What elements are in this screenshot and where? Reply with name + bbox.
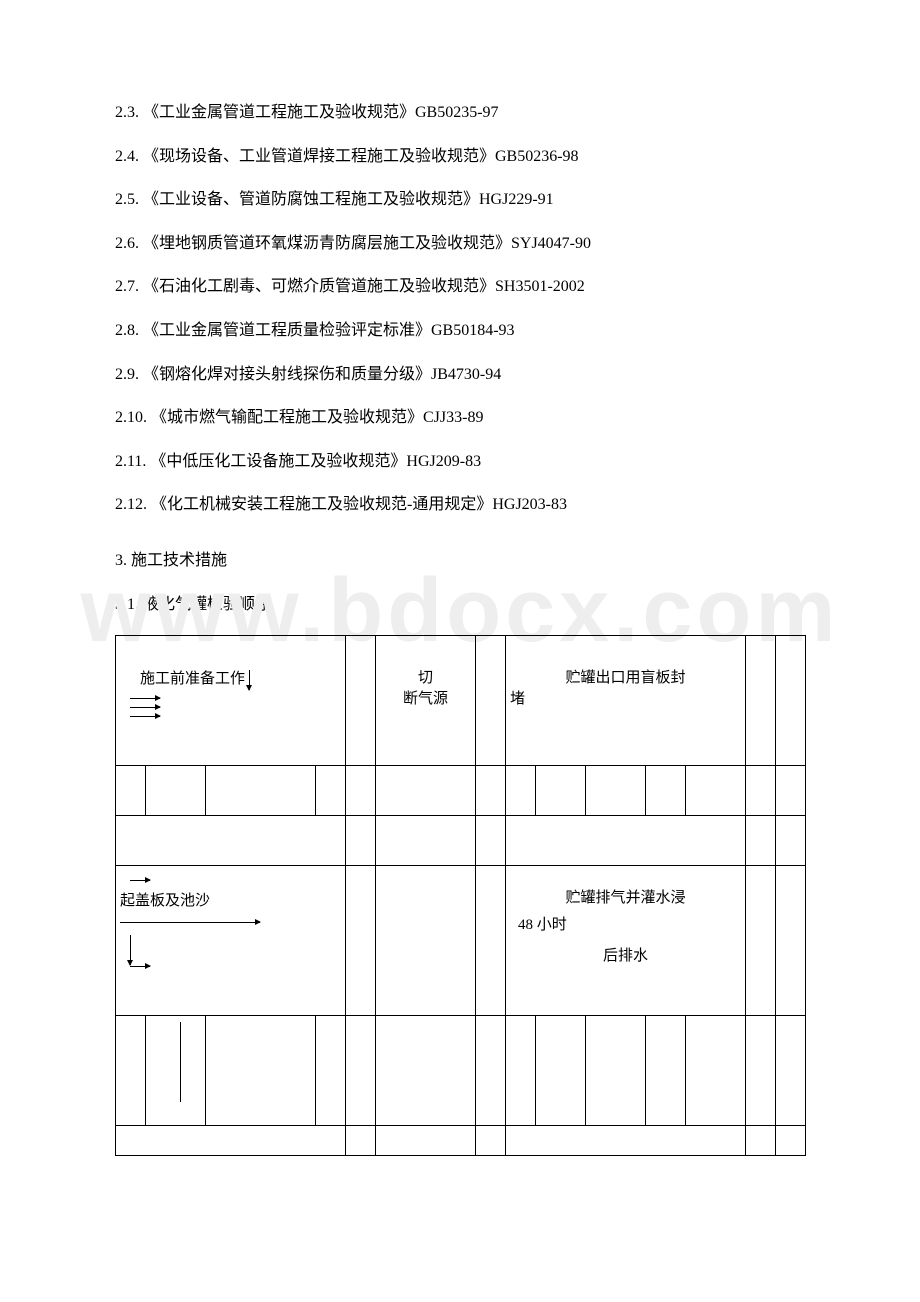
cell-empty xyxy=(346,1016,376,1126)
flowchart-row-3 xyxy=(116,816,806,866)
flowchart-row-1: 施工前准备工作 切 断气源 贮罐出口用盲板封 堵 xyxy=(116,636,806,766)
flowchart-table-container: 施工前准备工作 切 断气源 贮罐出口用盲板封 堵 xyxy=(115,635,805,1156)
cutgas-l1: 切 xyxy=(380,666,471,687)
cell-cutgas: 切 断气源 xyxy=(376,636,476,766)
prep-label: 施工前准备工作 xyxy=(140,667,245,688)
flowchart-table: 施工前准备工作 切 断气源 贮罐出口用盲板封 堵 xyxy=(115,635,806,1156)
drain-l1: 贮罐排气并灌水浸 xyxy=(510,886,741,907)
cell-empty xyxy=(206,1016,316,1126)
cell-empty xyxy=(776,636,806,766)
cutgas-l2: 断气源 xyxy=(380,687,471,708)
cell-empty xyxy=(506,1126,746,1156)
cell-empty xyxy=(776,766,806,816)
cell-empty xyxy=(346,866,376,1016)
document-content: 2.3. 《工业金属管道工程施工及验收规范》GB50235-97 2.4. 《现… xyxy=(0,0,920,1156)
spec-line-2-3: 2.3. 《工业金属管道工程施工及验收规范》GB50235-97 xyxy=(115,100,805,126)
spec-line-2-8: 2.8. 《工业金属管道工程质量检验评定标准》GB50184-93 xyxy=(115,318,805,344)
cell-empty xyxy=(536,766,586,816)
cell-empty xyxy=(116,1126,346,1156)
cell-empty xyxy=(476,816,506,866)
arrow-right-icon xyxy=(130,707,160,708)
arrow-down-icon xyxy=(130,935,131,965)
cell-vline xyxy=(146,1016,206,1126)
cell-empty xyxy=(116,766,146,816)
cell-empty xyxy=(646,1016,686,1126)
cell-empty xyxy=(346,816,376,866)
cover-label: 起盖板及池沙 xyxy=(120,889,341,910)
cell-empty xyxy=(376,766,476,816)
cell-empty xyxy=(586,1016,646,1126)
flowchart-row-4: 起盖板及池沙 贮罐排气并灌水浸 48 小时 后排水 xyxy=(116,866,806,1016)
cell-empty xyxy=(316,766,346,816)
cell-empty xyxy=(506,766,536,816)
spec-line-2-9: 2.9. 《钢熔化焊对接头射线探伤和质量分级》JB4730-94 xyxy=(115,362,805,388)
cell-empty xyxy=(346,636,376,766)
arrow-right-icon xyxy=(120,922,260,923)
spec-line-2-12: 2.12. 《化工机械安装工程施工及验收规范-通用规定》HGJ203-83 xyxy=(115,492,805,518)
arrow-right-icon xyxy=(130,966,150,967)
flowchart-row-2 xyxy=(116,766,806,816)
section-3-heading: 3. 施工技术措施 xyxy=(115,548,805,574)
cell-empty xyxy=(746,816,776,866)
cell-empty xyxy=(376,1016,476,1126)
blind-l1: 贮罐出口用盲板封 xyxy=(510,666,741,687)
cell-empty xyxy=(646,766,686,816)
cell-empty xyxy=(346,766,376,816)
cell-empty xyxy=(376,1126,476,1156)
cell-empty xyxy=(376,866,476,1016)
cell-empty xyxy=(686,1016,746,1126)
cell-empty xyxy=(476,866,506,1016)
cell-empty xyxy=(746,636,776,766)
cell-drain: 贮罐排气并灌水浸 48 小时 后排水 xyxy=(506,866,746,1016)
cell-empty xyxy=(776,1016,806,1126)
cell-empty xyxy=(146,766,206,816)
cell-prep: 施工前准备工作 xyxy=(116,636,346,766)
spec-line-2-5: 2.5. 《工业设备、管道防腐蚀工程施工及验收规范》HGJ229-91 xyxy=(115,187,805,213)
section-3-1-heading: 3.1. 液化气罐检验顺序 xyxy=(115,592,805,618)
blind-l2: 堵 xyxy=(510,687,741,708)
cell-empty xyxy=(776,816,806,866)
cell-blind: 贮罐出口用盲板封 堵 xyxy=(506,636,746,766)
flowchart-row-5 xyxy=(116,1016,806,1126)
spec-line-2-11: 2.11. 《中低压化工设备施工及验收规范》HGJ209-83 xyxy=(115,449,805,475)
cell-empty xyxy=(116,816,346,866)
arrow-right-icon xyxy=(130,880,150,881)
flowchart-row-6 xyxy=(116,1126,806,1156)
cell-empty xyxy=(776,866,806,1016)
cell-empty xyxy=(476,1126,506,1156)
arrow-down-icon xyxy=(249,670,250,690)
cell-empty xyxy=(746,1016,776,1126)
cell-empty xyxy=(316,1016,346,1126)
cell-empty xyxy=(776,1126,806,1156)
cell-empty xyxy=(506,816,746,866)
cell-empty xyxy=(476,1016,506,1126)
cell-empty xyxy=(746,766,776,816)
spec-line-2-6: 2.6. 《埋地钢质管道环氧煤沥青防腐层施工及验收规范》SYJ4047-90 xyxy=(115,231,805,257)
cell-empty xyxy=(536,1016,586,1126)
drain-l3: 后排水 xyxy=(510,944,741,965)
cell-empty xyxy=(476,766,506,816)
cell-empty xyxy=(116,1016,146,1126)
spec-line-2-4: 2.4. 《现场设备、工业管道焊接工程施工及验收规范》GB50236-98 xyxy=(115,144,805,170)
cell-empty xyxy=(746,1126,776,1156)
cell-empty xyxy=(506,1016,536,1126)
cell-cover: 起盖板及池沙 xyxy=(116,866,346,1016)
drain-l2: 48 小时 xyxy=(518,913,741,934)
cell-empty xyxy=(346,1126,376,1156)
cell-empty xyxy=(686,766,746,816)
cell-empty xyxy=(376,816,476,866)
cell-empty xyxy=(586,766,646,816)
cell-empty xyxy=(746,866,776,1016)
arrow-right-icon xyxy=(130,698,160,699)
arrow-right-icon xyxy=(130,716,160,717)
spec-line-2-7: 2.7. 《石油化工剧毒、可燃介质管道施工及验收规范》SH3501-2002 xyxy=(115,274,805,300)
cell-empty xyxy=(476,636,506,766)
vline-icon xyxy=(180,1022,201,1102)
cell-empty xyxy=(206,766,316,816)
spec-line-2-10: 2.10. 《城市燃气输配工程施工及验收规范》CJJ33-89 xyxy=(115,405,805,431)
